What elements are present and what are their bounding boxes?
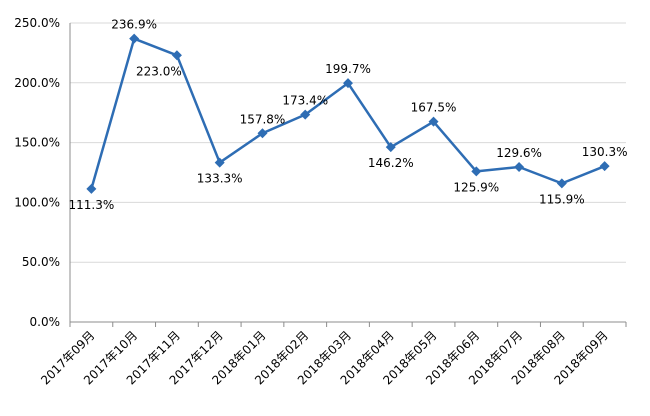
data-label: 157.8% bbox=[240, 112, 286, 126]
data-label: 115.9% bbox=[539, 192, 585, 206]
data-label: 129.6% bbox=[496, 146, 542, 160]
data-label: 167.5% bbox=[411, 101, 457, 115]
y-tick-label: 50.0% bbox=[22, 255, 60, 269]
x-axis-ticks: 2017年09月2017年10月2017年11月2017年12月2018年01月… bbox=[38, 328, 610, 387]
data-label: 236.9% bbox=[111, 18, 157, 32]
data-label: 146.2% bbox=[368, 156, 414, 170]
data-label: 173.4% bbox=[282, 94, 328, 108]
data-point-marker bbox=[214, 157, 225, 168]
data-point-marker bbox=[385, 142, 396, 153]
y-tick-label: 0.0% bbox=[30, 315, 61, 329]
y-axis-ticks: 0.0% 50.0% 100.0% 150.0% 200.0% 250.0% bbox=[14, 16, 60, 329]
data-label: 223.0% bbox=[136, 64, 182, 78]
y-tick-label: 100.0% bbox=[14, 195, 60, 209]
data-point-marker bbox=[129, 33, 140, 44]
data-label: 133.3% bbox=[197, 172, 243, 186]
gridlines bbox=[70, 22, 626, 263]
data-label: 130.3% bbox=[582, 145, 628, 159]
y-tick-label: 150.0% bbox=[14, 136, 60, 150]
data-point-marker bbox=[343, 78, 353, 89]
data-point-marker bbox=[257, 128, 268, 139]
data-point-marker bbox=[86, 183, 97, 194]
data-label: 199.7% bbox=[325, 62, 371, 76]
data-point-marker bbox=[599, 161, 610, 172]
data-point-marker bbox=[471, 166, 482, 177]
data-point-marker bbox=[514, 161, 525, 172]
data-labels: 111.3% 236.9% 223.0% 133.3% 157.8% 173.4% 199.… bbox=[69, 18, 628, 212]
data-markers bbox=[86, 33, 610, 194]
data-point-marker bbox=[428, 116, 439, 127]
data-point-marker bbox=[171, 50, 182, 61]
data-label: 125.9% bbox=[453, 180, 499, 194]
y-tick-label: 250.0% bbox=[14, 16, 60, 30]
data-label: 111.3% bbox=[69, 198, 115, 212]
data-point-marker bbox=[300, 109, 311, 120]
data-point-marker bbox=[556, 178, 567, 189]
axes bbox=[69, 23, 627, 327]
y-tick-label: 200.0% bbox=[14, 76, 60, 90]
